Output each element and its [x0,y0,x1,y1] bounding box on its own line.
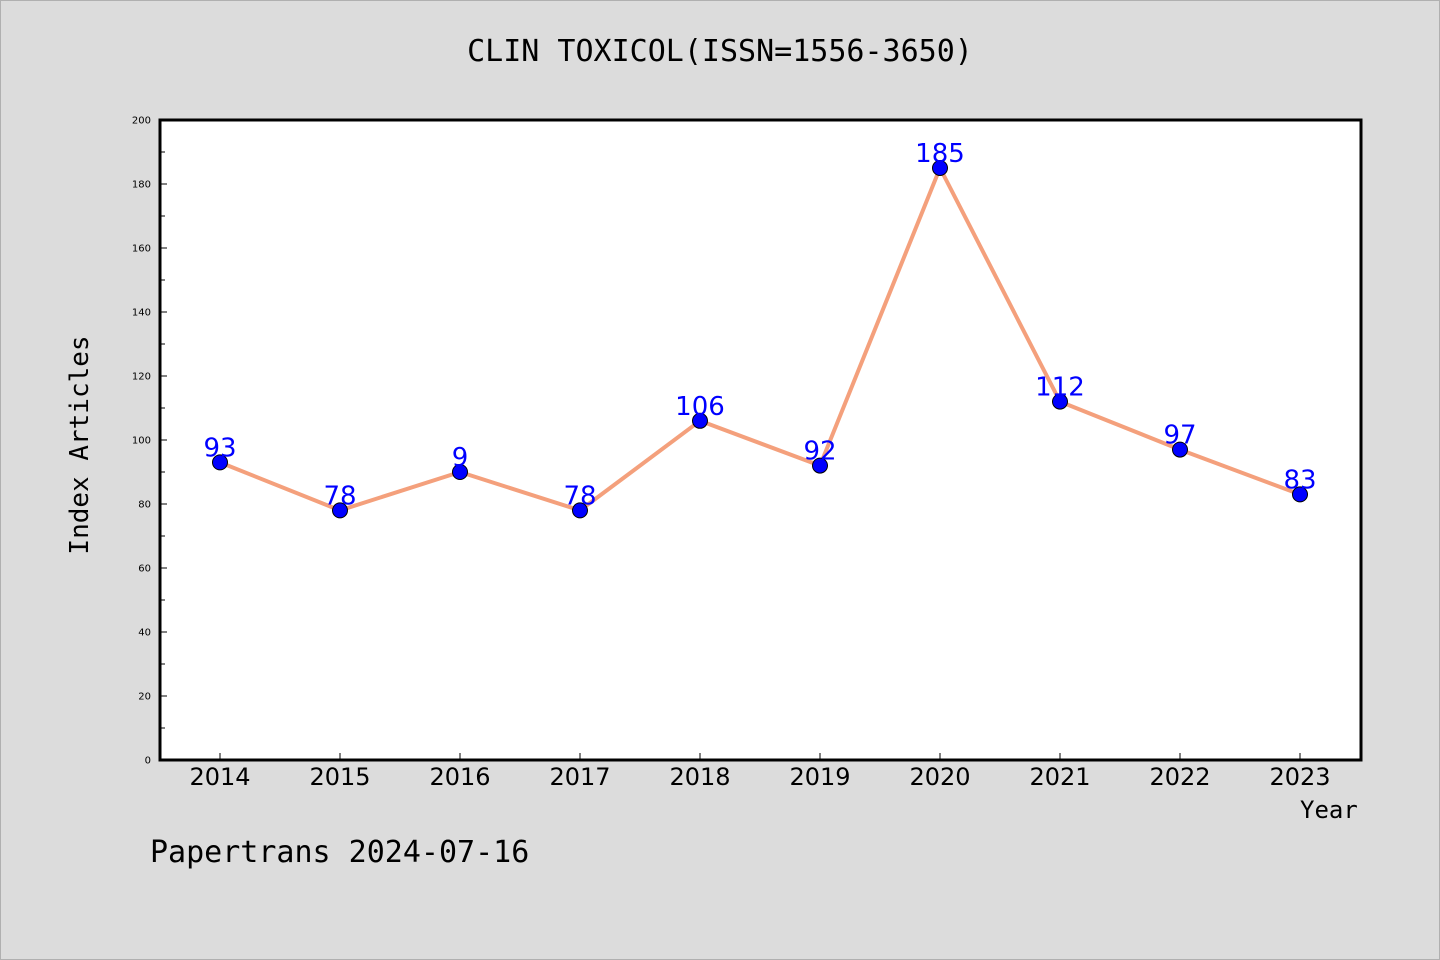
data-label: 83 [1283,465,1316,495]
chart-title: CLIN TOXICOL(ISSN=1556-3650) [467,34,973,69]
data-point [212,454,228,471]
data-point [1172,441,1188,458]
y-tick-label: 80 [138,500,151,511]
x-tick-label: 2021 [1029,763,1090,791]
y-tick-label: 200 [132,116,151,127]
x-tick-label: 2018 [669,763,730,791]
x-tick-label: 2015 [309,763,370,791]
y-tick-label: 160 [132,244,151,255]
y-tick-label: 120 [132,372,151,383]
data-label: 92 [803,437,836,467]
x-tick-label: 2022 [1149,763,1210,791]
footer-credit: Papertrans 2024-07-16 [150,835,530,870]
y-tick-label: 40 [138,628,151,639]
data-label: 106 [675,392,725,422]
x-tick-label: 2023 [1269,763,1330,791]
data-point [572,502,588,519]
series-line [219,166,1301,513]
data-point [812,457,828,474]
data-point [1292,486,1308,503]
data-point [332,502,348,519]
y-tick-label: 20 [138,692,151,703]
x-axis-label: Year [1300,796,1358,824]
data-label: 97 [1163,421,1196,451]
data-point [932,160,948,176]
x-tick-label: 2020 [909,763,970,791]
data-label: 93 [203,433,236,463]
data-label: 185 [915,139,965,169]
y-tick-label: 100 [132,436,151,447]
data-label: 9 [452,443,469,473]
y-tick-label: 0 [145,756,151,767]
data-label: 78 [563,481,596,511]
data-point [692,412,708,429]
data-label: 78 [323,481,356,511]
x-tick-label: 2014 [189,763,250,791]
data-label: 112 [1035,373,1085,403]
plot-border [158,118,1363,762]
data-point [452,464,468,480]
data-point [1052,393,1068,410]
x-tick-label: 2019 [789,763,850,791]
y-tick-label: 140 [132,308,151,319]
x-tick-label: 2016 [429,763,490,791]
x-tick-label: 2017 [549,763,610,791]
y-tick-label: 180 [132,180,151,191]
y-tick-label: 60 [138,564,151,575]
